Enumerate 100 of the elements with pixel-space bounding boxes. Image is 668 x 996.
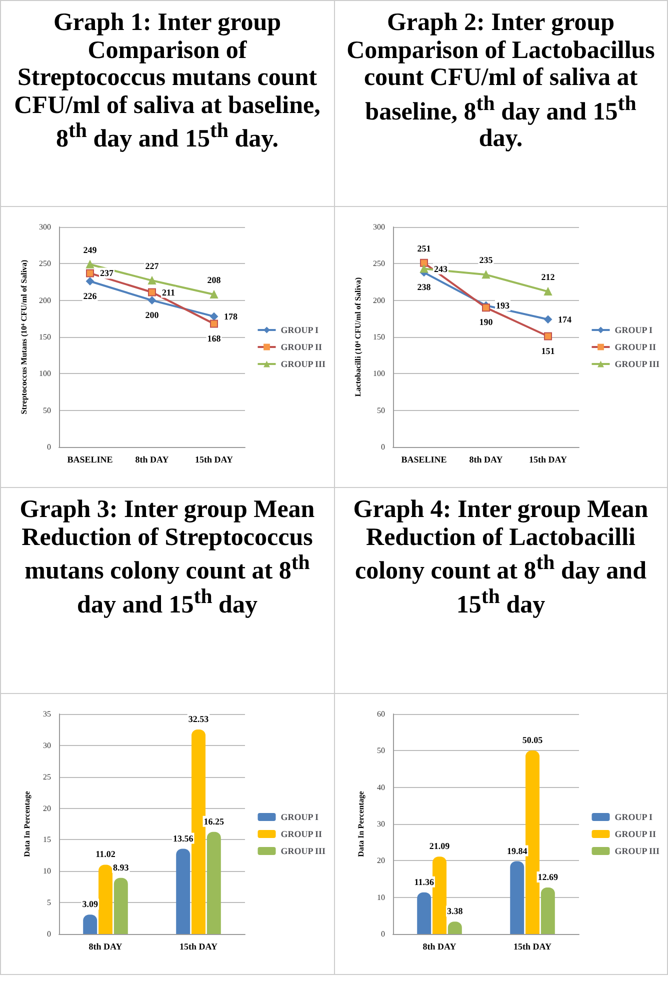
bar [83,914,98,934]
x-tick-label: 15th DAY [513,942,552,952]
data-label: 21.09 [428,841,450,852]
x-tick-label: 8th DAY [422,942,456,952]
y-tick-label: 150 [372,332,384,342]
data-label: 211 [162,287,176,298]
legend-label: GROUP III [280,359,326,369]
data-label: 249 [83,244,98,255]
y-tick-label: 150 [39,332,51,342]
data-label: 190 [478,317,493,328]
data-label: 227 [145,261,160,272]
data-label: 32.53 [188,714,210,724]
point [86,277,94,286]
data-label: 238 [416,282,431,292]
x-tick-label: BASELINE [400,454,446,464]
y-axis-title: Data In Percentage [22,790,32,857]
y-tick-label: 250 [39,259,51,268]
y-tick-label: 0 [47,930,51,938]
legend-label: GROUP III [614,846,660,856]
legend-label: GROUP III [280,846,326,856]
data-label: 251 [416,243,431,254]
chart-title: Graph 4: Inter group Mean Reduction of Lactobacilli colony count at 8$^{th}$ day and 15$^{th}$ day [353,496,648,618]
y-tick-label: 100 [39,369,51,378]
data-label: 16.25 [204,816,225,826]
data-label: 19.84 [506,846,528,856]
point [544,315,552,324]
point [148,296,156,304]
data-label: 11.02 [96,849,116,860]
legend-label: GROUP I [614,325,652,335]
x-tick-label: 8th DAY [88,942,123,952]
y-tick-label: 5 [47,898,51,908]
data-label: 212 [540,272,555,282]
data-label: 168 [207,333,222,344]
point [148,276,156,285]
bar [176,848,190,934]
y-tick-label: 200 [372,296,384,305]
point [148,288,156,296]
y-tick-label: 20 [376,856,384,866]
data-label: 50.05 [522,734,543,745]
point [210,290,218,298]
chart-title: Graph 2: Inter group Comparison of Lactobacillus count CFU/ml of saliva at baseline, 8$^{th}$ day and 15$^{th}$ day. [346,9,655,152]
legend-label: GROUP II [280,342,322,352]
data-label: 8.93 [113,862,130,872]
data-label: 151 [540,346,555,356]
chart-title: Graph 1: Inter group Comparison of Streptococcus mutans count CFU/ml of saliva at baseline, 8$^{th}$ day and 15$^{th}$ day. [14,9,320,152]
data-label: 178 [224,311,238,322]
y-tick-label: 40 [376,782,384,792]
data-label: 200 [145,310,160,320]
legend-label: GROUP II [614,342,656,352]
x-tick-label: 15th DAY [195,454,234,464]
x-tick-label: 8th DAY [468,454,503,464]
data-label: 193 [496,300,510,310]
data-label: 3.38 [446,906,463,916]
y-tick-label: 25 [43,772,51,782]
legend-label: GROUP II [614,829,656,839]
point [210,320,218,328]
data-label: 11.36 [414,876,434,887]
point [544,288,552,296]
data-label: 208 [207,274,222,285]
y-tick-label: 0 [380,442,384,452]
point [544,332,552,340]
point [420,258,428,267]
y-tick-label: 100 [372,369,384,378]
y-tick-label: 250 [372,259,384,268]
point [210,312,218,320]
legend-label: GROUP I [614,812,652,822]
bar [206,832,221,934]
data-label: 237 [100,268,114,278]
y-tick-label: 60 [376,710,384,718]
bar [192,730,206,934]
data-label: 226 [83,290,98,301]
x-tick-label: BASELINE [67,454,113,464]
y-tick-label: 30 [43,740,51,750]
y-axis-title: Data In Percentage [356,790,365,857]
legend-label: GROUP II [280,829,322,839]
data-label: 12.69 [537,872,558,882]
bar [510,861,524,934]
y-tick-label: 15 [43,835,51,844]
y-tick-label: 10 [43,866,51,876]
legend-label: GROUP I [280,812,319,822]
y-axis-title: Streptococcus Mutans (10⁴ CFU/ml of Saliva) [20,259,29,414]
bar [98,864,112,934]
y-tick-label: 50 [376,406,384,415]
data-label: 243 [434,264,448,274]
y-tick-label: 30 [376,820,384,828]
chart-title: Graph 3: Inter group Mean Reduction of Streptococcus mutans colony count at 8$^{th}$ day and 15$^{th}$ day [20,496,315,618]
legend-label: GROUP III [614,359,660,369]
y-tick-label: 50 [376,746,384,756]
y-tick-label: 10 [376,892,384,902]
y-tick-label: 35 [43,710,51,718]
legend-label: GROUP I [280,325,319,335]
y-tick-label: 20 [43,804,51,813]
x-tick-label: 15th DAY [528,454,567,464]
y-tick-label: 300 [372,222,384,232]
data-label: 235 [478,255,493,266]
bar [114,878,128,934]
point [482,270,490,279]
data-label: 3.09 [82,899,98,910]
x-tick-label: 8th DAY [135,454,170,464]
data-label: 13.56 [172,833,194,844]
